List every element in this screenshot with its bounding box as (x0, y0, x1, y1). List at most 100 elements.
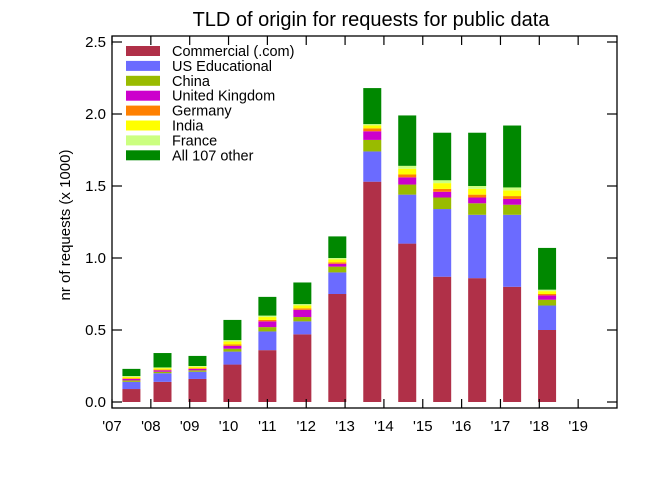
y-axis-label: nr of requests (x 1000) (57, 150, 74, 301)
bar-segment (433, 209, 452, 277)
legend-swatch (126, 90, 160, 101)
bar-segment (293, 309, 312, 318)
bar-segment (153, 373, 172, 382)
y-tick-label: 2.0 (85, 106, 106, 123)
x-tick-label: '17 (491, 418, 511, 435)
y-tick-label: 1.0 (85, 250, 106, 267)
bar-segment (398, 184, 417, 195)
bar-segment (433, 188, 452, 192)
bar-segment (122, 389, 141, 402)
bar-segment (153, 353, 172, 368)
bar-segment (363, 128, 382, 132)
bar-segment (503, 196, 522, 199)
legend-label: Germany (172, 104, 232, 120)
legend-label: India (172, 119, 204, 135)
bar-segment (258, 317, 277, 320)
legend-label: United Kingdom (172, 89, 275, 105)
legend-swatch (126, 60, 160, 71)
x-tick-label: '13 (335, 418, 355, 435)
bar-segment (398, 194, 417, 244)
bar-segment (433, 191, 452, 198)
bar-segment (153, 381, 172, 402)
bar-segment (293, 305, 312, 309)
bar-segment (223, 344, 242, 346)
x-tick-label: '12 (296, 418, 316, 435)
bar-segment (433, 197, 452, 210)
bar-segment (122, 378, 141, 381)
bar-segment (122, 376, 141, 379)
bar-segment (293, 308, 312, 310)
bar-segment (258, 327, 277, 332)
bar-segment (223, 340, 242, 342)
bar-segment (122, 376, 141, 377)
bar-segment (188, 368, 207, 369)
bar-segment (223, 341, 242, 345)
bar-segment (328, 262, 347, 264)
bar-segment (122, 378, 141, 379)
x-tick-label: '15 (413, 418, 433, 435)
legend-swatch (126, 135, 160, 146)
x-tick-label: '19 (568, 418, 588, 435)
bar-segment (398, 177, 417, 185)
legend-swatch (126, 150, 160, 161)
bar-segment (363, 125, 382, 129)
bar-segment (122, 381, 141, 390)
bar-segment (293, 334, 312, 402)
y-tick-label: 2.5 (85, 34, 106, 51)
bar-segment (468, 197, 487, 204)
bar-segment (538, 299, 557, 306)
bar-segment (503, 198, 522, 205)
bar-segment (468, 278, 487, 402)
bar-segment (328, 263, 347, 267)
bar-segment (538, 247, 557, 290)
x-tick-label: '14 (374, 418, 394, 435)
legend-label: France (172, 133, 217, 149)
axes-layer: 0.0 0.5 1.0 1.5 2.0 2.5 '07 '08 '09 '10 '11 '12 '13 '… (85, 34, 617, 435)
bar-segment (503, 187, 522, 191)
bar-segment (538, 291, 557, 294)
bar-segment (468, 188, 487, 195)
bar-segment (223, 364, 242, 402)
bar-segment (188, 370, 207, 372)
bar-segment (398, 168, 417, 175)
chart-title: TLD of origin for requests for public da… (193, 9, 551, 31)
bar-segment (188, 355, 207, 366)
legend-swatch (126, 46, 160, 56)
bar-segment (468, 214, 487, 279)
bar-segment (328, 259, 347, 263)
bar-segment (328, 294, 347, 402)
bar-segment (153, 367, 172, 369)
bar-segment (363, 124, 382, 126)
bar-segment (538, 294, 557, 296)
bar-segment (363, 88, 382, 125)
bar-segment (188, 368, 207, 371)
x-tick-label: '11 (258, 418, 276, 435)
legend: Commercial (.com)US EducationalChinaUnit… (126, 44, 294, 164)
x-tick-label: '10 (219, 418, 239, 435)
bar-segment (328, 258, 347, 260)
bar-segment (503, 125, 522, 188)
x-tick-label: '08 (141, 418, 161, 435)
bar-segment (503, 286, 522, 402)
bar-segment (258, 321, 277, 328)
bar-segment (398, 243, 417, 402)
bar-segment (468, 132, 487, 186)
bar-segment (122, 368, 141, 377)
bar-segment (188, 366, 207, 367)
bar-segment (503, 190, 522, 197)
legend-swatch (126, 105, 160, 116)
bar-segment (363, 151, 382, 182)
legend-label: Commercial (.com) (172, 44, 294, 60)
plot-frame (111, 35, 618, 409)
bar-segment (433, 276, 452, 402)
bar-segment (293, 317, 312, 322)
bar-segment (328, 272, 347, 294)
bar-segment (293, 282, 312, 305)
bar-segment (122, 380, 141, 382)
bar-segment (398, 115, 417, 166)
bar-segment (328, 236, 347, 258)
bar-segment (503, 204, 522, 215)
bar-segment (433, 180, 452, 184)
bar-segment (538, 289, 557, 292)
